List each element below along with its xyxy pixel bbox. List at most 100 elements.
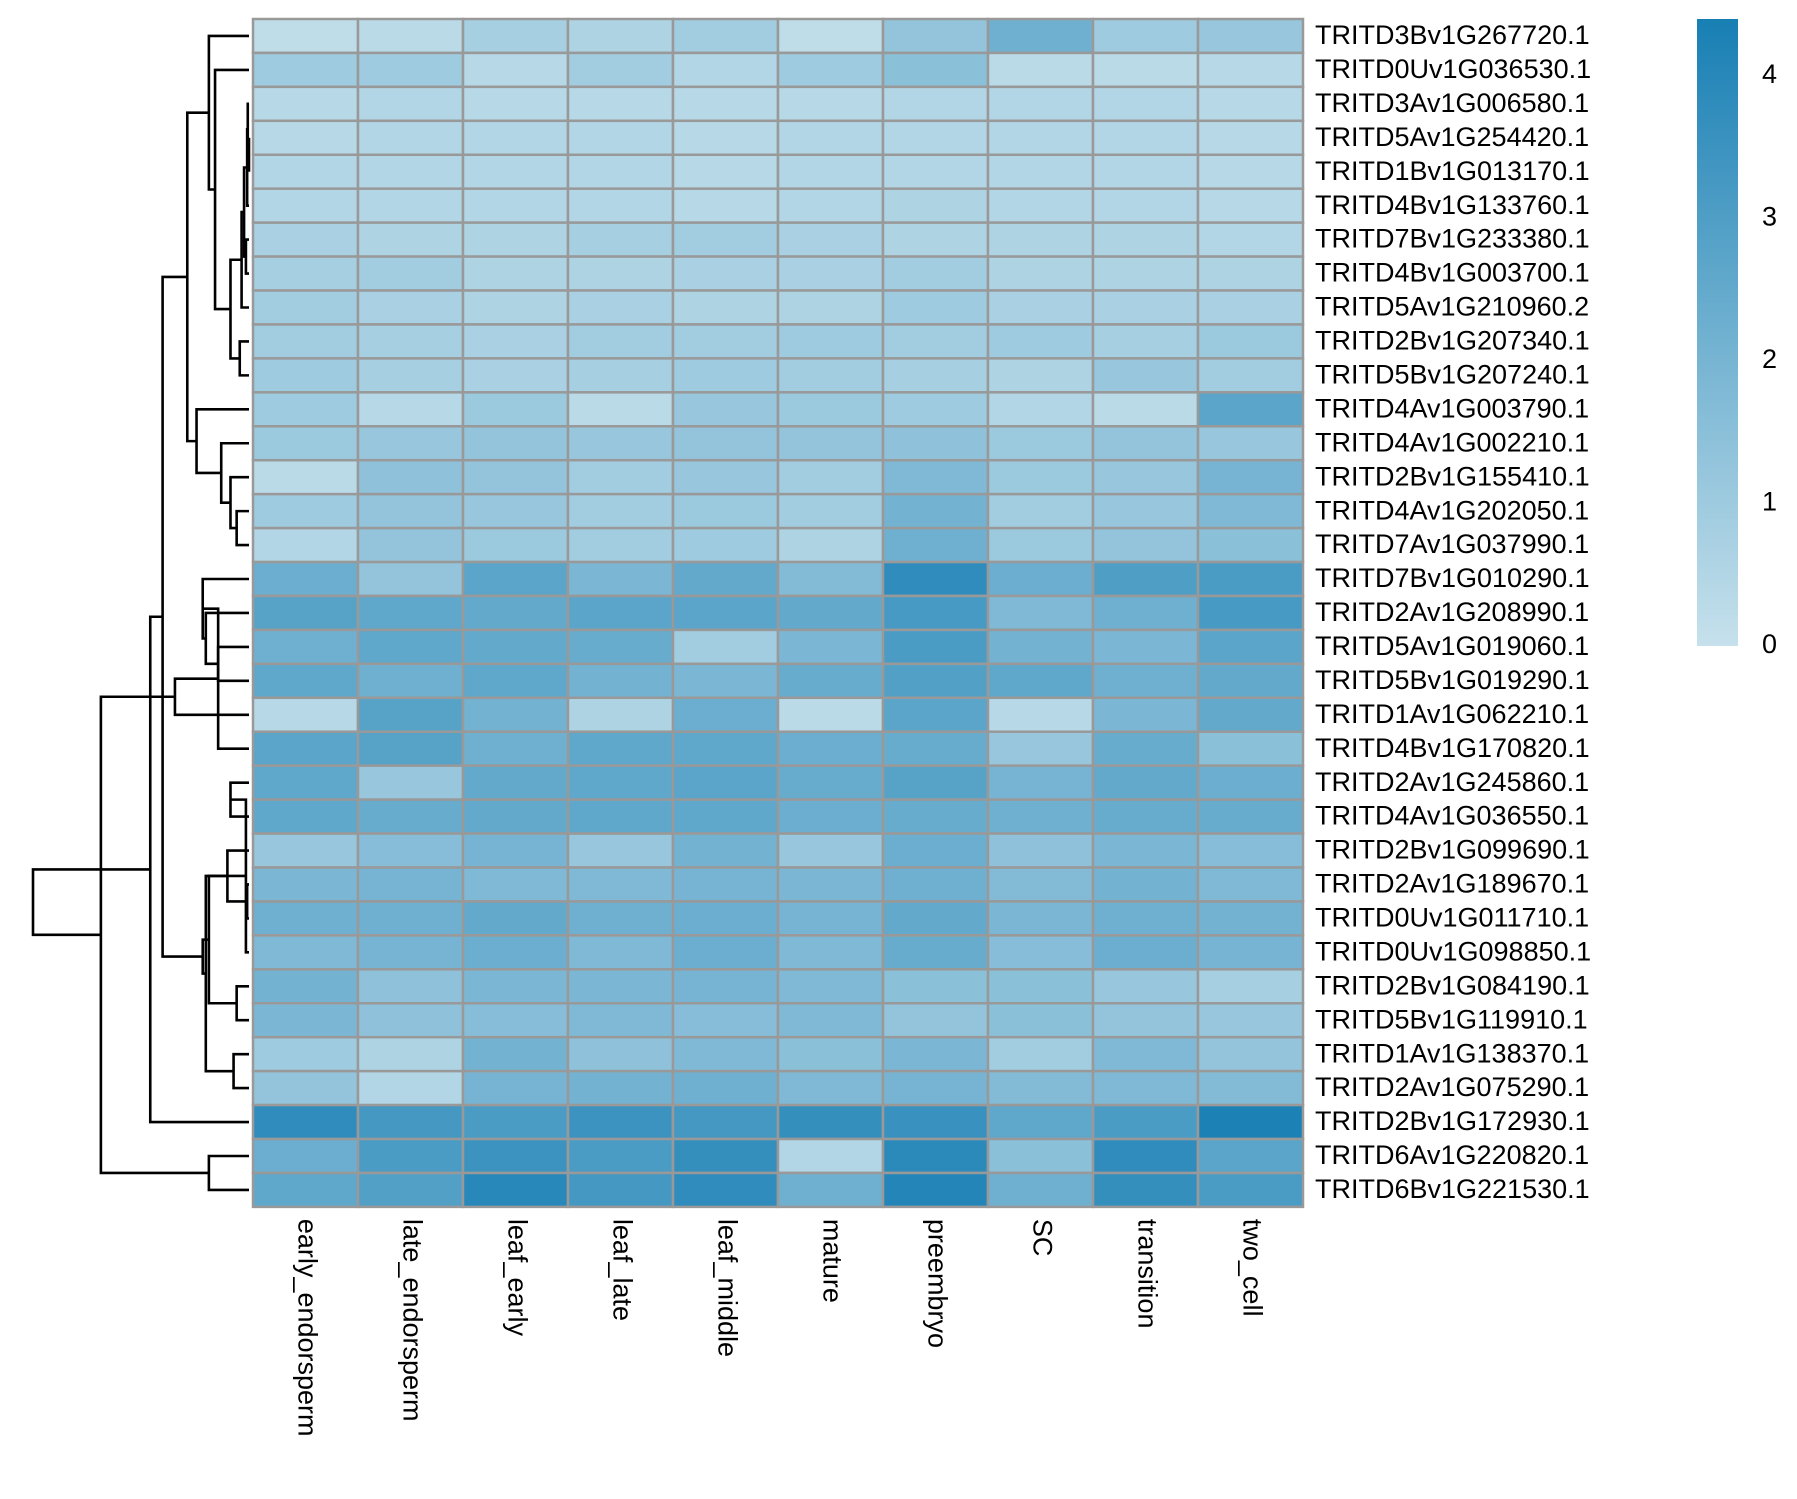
heatmap-cell-29-8 [1091, 1002, 1200, 1039]
heatmap-cell-6-0 [251, 221, 360, 258]
heatmap-cell-12-0 [251, 425, 360, 462]
heatmap-cell-0-1 [356, 17, 465, 55]
heatmap-cell-16-2 [461, 560, 570, 598]
heatmap-cell-5-7 [986, 187, 1095, 224]
heatmap-cell-33-6 [881, 1137, 990, 1175]
column-label: transition [1132, 1219, 1162, 1329]
heatmap-cell-1-7 [986, 51, 1095, 89]
legend-tick-label: 0 [1762, 629, 1777, 659]
heatmap-cells [251, 17, 1305, 1209]
column-label: preembryo [922, 1219, 952, 1348]
heatmap-cell-27-7 [986, 934, 1095, 971]
heatmap-cell-2-4 [671, 85, 780, 123]
heatmap-cell-17-3 [566, 594, 675, 632]
heatmap-cell-0-4 [671, 17, 780, 55]
heatmap-cell-33-7 [986, 1137, 1095, 1175]
heatmap-cell-18-1 [356, 628, 465, 666]
heatmap-cell-4-5 [776, 153, 885, 190]
heatmap-cell-23-4 [671, 798, 780, 835]
heatmap-cell-11-3 [566, 391, 675, 428]
row-label: TRITD4Bv1G170820.1 [1315, 733, 1590, 763]
heatmap-cell-22-1 [356, 764, 465, 801]
heatmap-cell-24-7 [986, 832, 1095, 869]
row-label: TRITD0Uv1G098850.1 [1315, 936, 1591, 966]
row-label: TRITD2Bv1G084190.1 [1315, 970, 1590, 1000]
heatmap-cell-29-3 [566, 1002, 675, 1039]
heatmap-cell-29-0 [251, 1002, 360, 1039]
dendrogram-branch [245, 128, 249, 207]
heatmap-cell-10-4 [671, 357, 780, 394]
heatmap-cell-22-9 [1196, 764, 1305, 801]
heatmap-cell-10-6 [881, 357, 990, 394]
heatmap-cell-27-6 [881, 934, 990, 971]
dendrogram-branch [31, 868, 151, 937]
dendrogram-branch [242, 166, 248, 258]
heatmap-cell-11-4 [671, 391, 780, 428]
heatmap-cell-21-5 [776, 730, 885, 767]
row-label: TRITD2Av1G189670.1 [1315, 869, 1589, 899]
heatmap-cell-19-4 [671, 662, 780, 700]
heatmap-cell-3-3 [566, 119, 675, 157]
heatmap-cell-15-1 [356, 526, 465, 564]
heatmap-cell-6-3 [566, 221, 675, 258]
heatmap-cell-0-6 [881, 17, 990, 55]
row-label: TRITD5Av1G254420.1 [1315, 122, 1589, 152]
heatmap-cell-12-2 [461, 425, 570, 462]
row-label: TRITD1Av1G138370.1 [1315, 1038, 1589, 1068]
heatmap-cell-22-3 [566, 764, 675, 801]
heatmap-cell-5-5 [776, 187, 885, 224]
heatmap-cell-32-4 [671, 1103, 780, 1141]
heatmap-cell-18-6 [881, 628, 990, 666]
heatmap-cell-12-9 [1196, 425, 1305, 462]
heatmap-cell-21-1 [356, 730, 465, 767]
row-label: TRITD3Bv1G267720.1 [1315, 20, 1590, 50]
row-label: TRITD2Bv1G099690.1 [1315, 835, 1590, 865]
heatmap-cell-0-7 [986, 17, 1095, 55]
heatmap-cell-34-3 [566, 1171, 675, 1209]
heatmap-cell-8-7 [986, 289, 1095, 326]
heatmap-cell-19-7 [986, 662, 1095, 700]
heatmap-cell-3-7 [986, 119, 1095, 157]
heatmap-cell-34-4 [671, 1171, 780, 1209]
heatmap-cell-25-1 [356, 866, 465, 903]
heatmap-cell-26-9 [1196, 900, 1305, 937]
heatmap-cell-18-3 [566, 628, 675, 666]
heatmap-cell-25-6 [881, 866, 990, 903]
heatmap-cell-15-7 [986, 526, 1095, 564]
heatmap-cell-2-2 [461, 85, 570, 123]
heatmap-cell-17-7 [986, 594, 1095, 632]
heatmap-cell-27-1 [356, 934, 465, 971]
heatmap-cell-25-5 [776, 866, 885, 903]
heatmap-cell-4-4 [671, 153, 780, 190]
heatmap-cell-16-6 [881, 560, 990, 598]
heatmap-cell-32-9 [1196, 1103, 1305, 1141]
heatmap-cell-8-4 [671, 289, 780, 326]
heatmap-cell-24-2 [461, 832, 570, 869]
heatmap-cell-14-2 [461, 492, 570, 530]
heatmap-cell-12-1 [356, 425, 465, 462]
column-label: leaf_early [502, 1219, 532, 1337]
dendrogram-branch [204, 874, 246, 1073]
dendrogram-branch [161, 275, 203, 958]
heatmap-cell-24-8 [1091, 832, 1200, 869]
heatmap-cell-19-6 [881, 662, 990, 700]
heatmap-cell-34-9 [1196, 1171, 1305, 1209]
heatmap-cell-16-1 [356, 560, 465, 598]
heatmap-cell-30-9 [1196, 1035, 1305, 1073]
row-label: TRITD2Av1G245860.1 [1315, 767, 1589, 797]
dendrogram-branch [148, 615, 249, 1124]
heatmap-cell-19-8 [1091, 662, 1200, 700]
heatmap-cell-3-8 [1091, 119, 1200, 157]
heatmap-cell-1-0 [251, 51, 360, 89]
dendrogram-branch [244, 238, 249, 275]
heatmap-cell-34-2 [461, 1171, 570, 1209]
heatmap-cell-32-0 [251, 1103, 360, 1141]
heatmap-cell-28-4 [671, 968, 780, 1005]
heatmap-cell-23-2 [461, 798, 570, 835]
heatmap-cell-33-5 [776, 1137, 885, 1175]
dendrogram-branch [229, 258, 242, 360]
heatmap-cell-30-4 [671, 1035, 780, 1073]
heatmap-cell-12-7 [986, 425, 1095, 462]
heatmap-cell-0-8 [1091, 17, 1200, 55]
heatmap-cell-21-4 [671, 730, 780, 767]
